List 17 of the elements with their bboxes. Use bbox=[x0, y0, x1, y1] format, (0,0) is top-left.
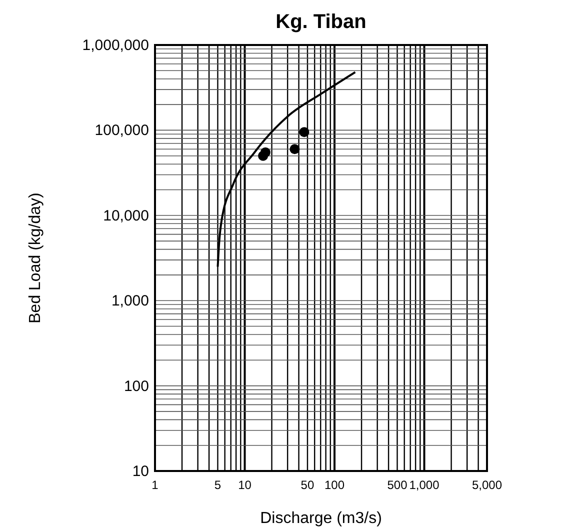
x-tick-label: 50 bbox=[300, 478, 314, 492]
x-axis-title: Discharge (m3/s) bbox=[260, 510, 382, 527]
y-tick-label: 1,000 bbox=[111, 292, 149, 310]
y-tick-label: 10 bbox=[132, 463, 149, 480]
y-tick-label: 100 bbox=[124, 378, 149, 395]
x-tick-label: 100 bbox=[324, 478, 345, 492]
x-tick-label: 5,000 bbox=[472, 478, 502, 492]
x-tick-label: 1 bbox=[152, 478, 159, 492]
y-tick-label: 10,000 bbox=[103, 207, 149, 224]
y-tick-label: 100,000 bbox=[94, 122, 149, 140]
x-tick-label: 1,000 bbox=[409, 478, 440, 492]
x-tick-label: 10 bbox=[238, 478, 252, 492]
y-tick-label: 1,000,000 bbox=[82, 37, 149, 54]
x-tick-label: 500 bbox=[387, 478, 408, 492]
chart-title: Kg. Tiban bbox=[276, 11, 366, 33]
y-axis-title: Bed Load (kg/day) bbox=[27, 192, 44, 324]
x-tick-label: 5 bbox=[214, 478, 222, 492]
